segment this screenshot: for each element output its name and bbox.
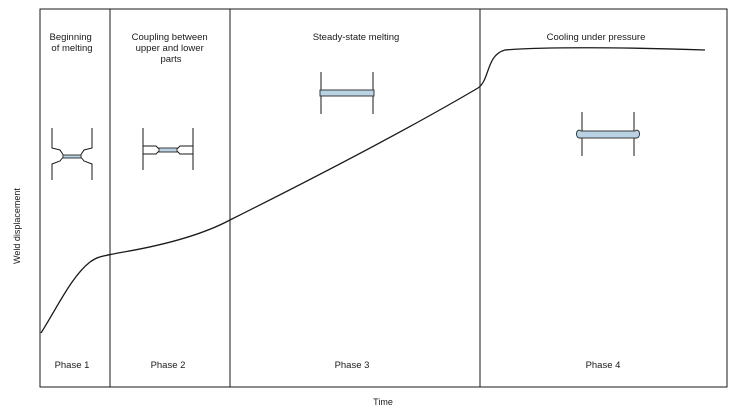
- upper-part-shape: [51, 128, 93, 157]
- diagram-frame: [39, 8, 728, 388]
- phase-3-weld-illustration: [319, 72, 375, 114]
- phase-2-label: Phase 2: [151, 360, 186, 371]
- phase-4-weld-illustration: [576, 112, 640, 156]
- phase-3-label: Phase 3: [335, 360, 370, 371]
- melt-film: [319, 89, 375, 97]
- y-axis-label: Weld displacement: [12, 188, 22, 264]
- displacement-curve: [40, 47, 706, 334]
- weld-bead: [576, 129, 640, 139]
- melt-layer: [62, 154, 82, 159]
- lower-part-shape: [51, 155, 93, 180]
- phase-3-title: Steady-state melting: [313, 32, 400, 43]
- x-axis-label: Time: [373, 397, 393, 407]
- melt-layer: [158, 147, 178, 153]
- phase-1-label: Phase 1: [55, 360, 90, 371]
- phase-2-weld-illustration: [142, 128, 194, 170]
- phase-4-label: Phase 4: [586, 360, 621, 371]
- phase-2-title: Coupling between upper and lower parts: [132, 32, 211, 65]
- phase-1-weld-illustration: [51, 128, 93, 180]
- phase-1-title: Beginning of melting: [50, 32, 95, 54]
- phase-4-title: Cooling under pressure: [547, 32, 646, 43]
